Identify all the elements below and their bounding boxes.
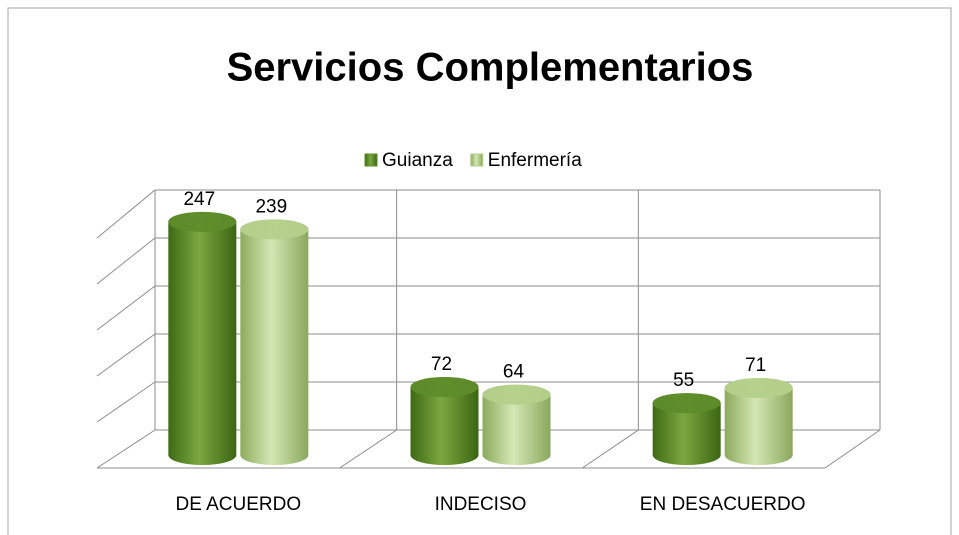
bar [168,211,237,465]
x-tick-label: EN DESACUERDO [640,494,806,515]
bar [482,384,551,465]
bar [240,219,309,465]
floor-divider [582,429,639,469]
side-grid-line [96,237,156,285]
bar-top [168,211,237,232]
side-grid-line [96,429,156,469]
bar-top [482,384,551,405]
data-label: 64 [503,362,525,383]
chart-frame [7,7,952,535]
bar-top [724,377,793,398]
data-label: 71 [745,355,766,376]
bar-top [240,219,309,240]
data-label: 239 [255,196,287,217]
data-label: 247 [183,189,215,210]
side-grid-line [96,381,156,423]
legend-swatch [364,153,378,167]
bar [410,377,479,465]
side-grid-line [96,285,156,331]
bar-top [410,377,479,398]
data-label: 72 [431,354,452,375]
legend-swatch [470,153,484,167]
side-grid-line [96,333,156,377]
floor-edge [824,429,881,469]
data-label: 55 [673,370,694,391]
legend-label: Enfermería [488,150,582,171]
x-tick-label: INDECISO [435,494,527,515]
chart-title: Servicios Complementarios [227,46,754,90]
x-tick-label: DE ACUERDO [176,494,302,515]
floor-divider [339,429,397,469]
side-grid-line [96,189,156,239]
bar-top [652,393,721,414]
legend-label: Guianza [382,150,453,171]
bar [724,377,793,465]
